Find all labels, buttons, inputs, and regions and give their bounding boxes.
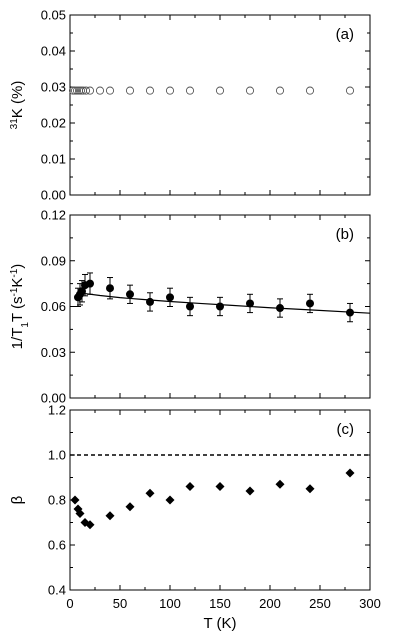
- y-tick-label: 0.03: [41, 80, 66, 95]
- data-point: [276, 304, 284, 313]
- data-point: [215, 86, 225, 95]
- data-point: [165, 86, 175, 95]
- y-axis-label: β: [9, 495, 26, 504]
- data-point: [275, 479, 285, 489]
- data-point: [125, 502, 135, 512]
- data-point: [76, 86, 86, 95]
- data-point: [305, 484, 315, 494]
- panel-label: (c): [337, 421, 355, 438]
- data-point: [185, 482, 195, 491]
- y-tick-label: 0.02: [41, 116, 66, 131]
- y-label-text: ): [9, 264, 26, 269]
- data-point: [346, 308, 354, 317]
- x-tick-label: 50: [113, 596, 127, 611]
- data-point: [86, 279, 94, 288]
- data-point: [245, 486, 255, 496]
- panels: 0.000.010.020.030.040.05(a)31K (%)0.000.…: [9, 8, 381, 633]
- data-point: [216, 302, 224, 311]
- data-point: [305, 86, 315, 95]
- plot-frame: [69, 14, 371, 196]
- y-tick-label: 0.4: [48, 583, 66, 598]
- data-point: [186, 302, 194, 311]
- y-label-superscript: 31: [9, 118, 20, 130]
- y-label-text: β: [9, 495, 26, 504]
- data-point: [81, 86, 91, 95]
- y-tick-label: 0.00: [41, 391, 66, 406]
- data-point: [145, 488, 155, 498]
- y-axis-label: 1/T1T (s-1K-1): [9, 264, 31, 350]
- plot-frame: [69, 409, 371, 591]
- data-point: [166, 293, 174, 302]
- y-tick-label: 0.06: [41, 299, 66, 314]
- y-tick-label: 0.04: [41, 44, 66, 59]
- data-point: [105, 511, 115, 521]
- data-point: [165, 495, 175, 505]
- data-point: [72, 86, 82, 95]
- y-tick-label: 0.01: [41, 152, 66, 167]
- x-tick-label: 0: [66, 596, 73, 611]
- y-tick-label: 0.09: [41, 253, 66, 268]
- panel-label: (a): [336, 26, 354, 43]
- y-tick-label: 0.03: [41, 345, 66, 360]
- panel-1: 0.00 0.01 0.02 0.03 0.04 0.05 (a) 31K (%): [9, 8, 371, 203]
- y-label-text: K (%): [9, 81, 26, 119]
- data-point: [125, 86, 135, 95]
- x-tick-label: 250: [309, 596, 331, 611]
- y-axis-label: 31K (%): [9, 81, 27, 130]
- fit-curve: [77, 291, 371, 314]
- data-point: [215, 482, 225, 491]
- x-tick-label: 100: [159, 596, 181, 611]
- x-tick-label: 200: [259, 596, 281, 611]
- data-point: [275, 86, 285, 95]
- y-label-subscript: 1: [20, 322, 31, 328]
- panel-2: 0.000.030.060.090.12(b)1/T1T (s-1K-1): [9, 208, 371, 406]
- y-tick-label: 0.05: [41, 8, 66, 23]
- data-point: [85, 520, 95, 530]
- data-point: [345, 468, 355, 478]
- y-label-superscript: -1: [9, 268, 20, 277]
- data-point: [85, 86, 95, 95]
- data-point: [95, 86, 105, 95]
- data-point: [70, 495, 80, 505]
- y-label-text: T (s: [9, 297, 26, 323]
- data-point: [246, 299, 254, 308]
- data-point: [306, 299, 314, 308]
- data-point: [345, 86, 355, 95]
- y-label-superscript: -1: [9, 287, 20, 296]
- data-point: [106, 284, 114, 293]
- y-tick-label: 1.2: [48, 403, 66, 418]
- data-point: [78, 287, 86, 296]
- x-tick-label: 150: [209, 596, 231, 611]
- data-point: [245, 86, 255, 95]
- data-point: [145, 86, 155, 95]
- y-tick-label: 0.12: [41, 208, 66, 223]
- y-tick-label: 0.00: [41, 188, 66, 203]
- x-tick-label: 300: [359, 596, 381, 611]
- data-point: [75, 509, 85, 518]
- data-point: [146, 297, 154, 306]
- data-point: [185, 86, 195, 95]
- x-axis-label: T (K): [203, 615, 236, 632]
- data-point: [70, 86, 80, 95]
- panel-label: (b): [336, 226, 354, 243]
- y-tick-label: 1.0: [48, 448, 66, 463]
- data-point: [68, 86, 78, 95]
- panel-3: 0.4 0.6 0.8 1.0 1.2 (c) β 0 50 100 150 200 250 300 T (…: [9, 403, 381, 633]
- data-point: [126, 290, 134, 299]
- y-tick-label: 0.6: [48, 538, 66, 553]
- y-tick-label: 0.8: [48, 493, 66, 508]
- y-label-text: 1/T: [9, 328, 26, 350]
- data-point: [105, 86, 115, 95]
- y-label-text: K: [9, 278, 26, 288]
